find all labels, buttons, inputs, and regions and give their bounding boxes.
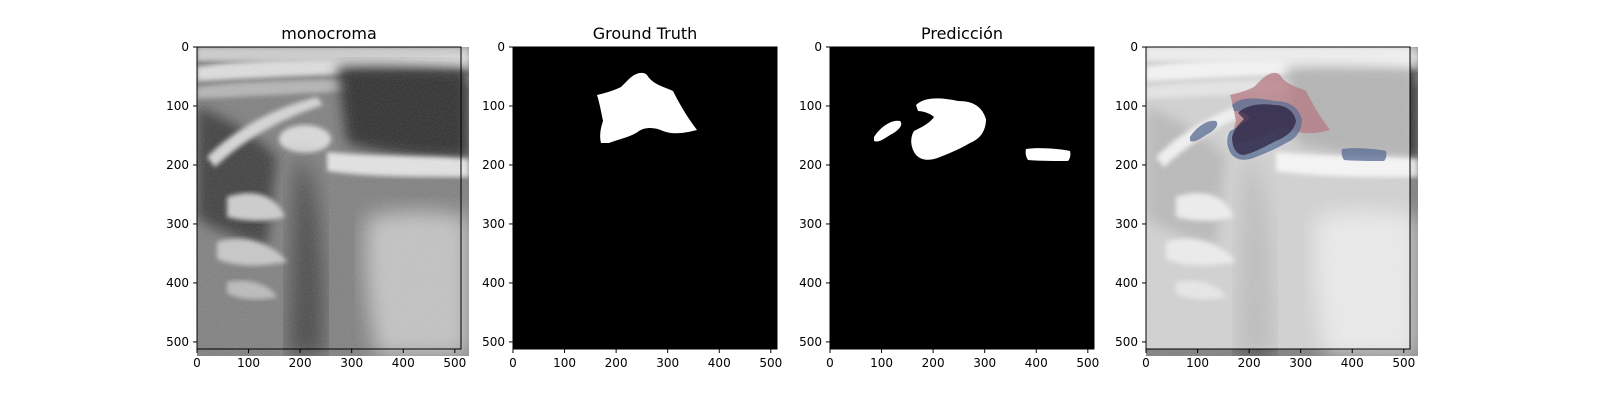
x-tick-label: 200 <box>1238 356 1261 370</box>
y-tick-label: 0 <box>1130 40 1138 54</box>
y-tick-label: 200 <box>166 158 189 172</box>
panel-title-3: Predicción <box>921 24 1003 43</box>
y-tick-label: 500 <box>799 335 822 349</box>
y-tick-label: 500 <box>1115 335 1138 349</box>
x-tick-label: 100 <box>237 356 260 370</box>
y-tick-label: 100 <box>482 99 505 113</box>
x-tick-label: 200 <box>605 356 628 370</box>
x-tick-label: 0 <box>826 356 834 370</box>
x-tick-label: 100 <box>553 356 576 370</box>
ground-truth-mask <box>597 72 697 143</box>
y-tick-label: 0 <box>814 40 822 54</box>
panel-monocroma <box>196 46 469 356</box>
x-tick-label: 400 <box>1025 356 1048 370</box>
x-tick-label: 300 <box>973 356 996 370</box>
x-tick-label: 400 <box>708 356 731 370</box>
x-tick-label: 100 <box>1186 356 1209 370</box>
x-tick-label: 500 <box>1076 356 1099 370</box>
x-tick-label: 300 <box>656 356 679 370</box>
x-tick-label: 0 <box>1142 356 1150 370</box>
y-tick-label: 100 <box>799 99 822 113</box>
y-tick-label: 400 <box>799 276 822 290</box>
y-tick-label: 100 <box>1115 99 1138 113</box>
x-tick-label: 200 <box>289 356 312 370</box>
y-tick-label: 400 <box>1115 276 1138 290</box>
x-tick-label: 500 <box>759 356 782 370</box>
y-tick-label: 200 <box>482 158 505 172</box>
y-tick-label: 500 <box>166 335 189 349</box>
x-tick-label: 500 <box>443 356 466 370</box>
y-tick-label: 300 <box>1115 217 1138 231</box>
y-tick-label: 200 <box>799 158 822 172</box>
prediction-mask-small <box>874 120 902 142</box>
y-tick-label: 500 <box>482 335 505 349</box>
ultrasound-image <box>197 47 469 356</box>
y-tick-label: 200 <box>1115 158 1138 172</box>
y-tick-label: 400 <box>166 276 189 290</box>
y-tick-label: 100 <box>166 99 189 113</box>
x-tick-label: 400 <box>392 356 415 370</box>
x-tick-label: 300 <box>1289 356 1312 370</box>
y-tick-label: 300 <box>482 217 505 231</box>
y-tick-label: 300 <box>799 217 822 231</box>
y-tick-label: 300 <box>166 217 189 231</box>
overlay-intersection <box>1232 104 1296 155</box>
x-tick-label: 100 <box>870 356 893 370</box>
x-tick-label: 400 <box>1341 356 1364 370</box>
panel-ground-truth <box>512 46 778 350</box>
mask-background <box>830 47 1094 349</box>
prediction-mask-main <box>911 98 986 160</box>
prediction-mask-right <box>1025 148 1071 161</box>
panel-title-2: Ground Truth <box>593 24 698 43</box>
x-tick-label: 200 <box>922 356 945 370</box>
y-tick-label: 0 <box>181 40 189 54</box>
x-tick-label: 0 <box>509 356 517 370</box>
panel-overlay <box>1145 46 1418 356</box>
axis-ticks: 0 100 200 300 400 500 0 100 200 300 400 500 0 100 200 3… <box>166 40 1415 370</box>
y-tick-label: 0 <box>497 40 505 54</box>
x-tick-label: 0 <box>193 356 201 370</box>
y-tick-label: 400 <box>482 276 505 290</box>
x-tick-label: 300 <box>340 356 363 370</box>
panel-title-1: monocroma <box>281 24 377 43</box>
panel-prediction <box>829 46 1095 350</box>
x-tick-label: 500 <box>1392 356 1415 370</box>
